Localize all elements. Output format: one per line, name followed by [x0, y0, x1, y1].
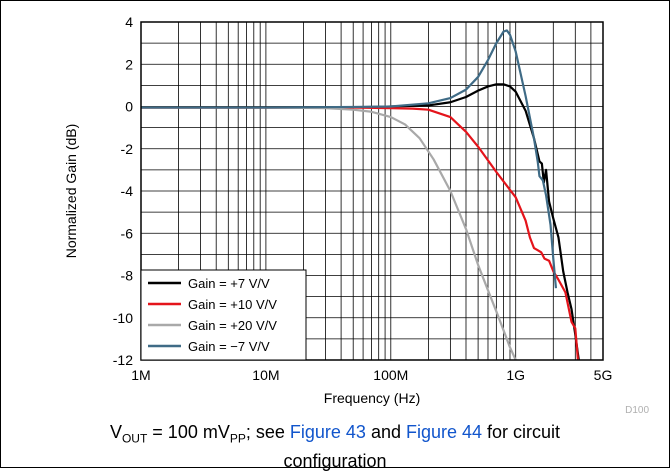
x-tick-label: 10M — [252, 367, 279, 383]
x-tick-label: 1G — [506, 367, 525, 383]
y-tick-label: -10 — [113, 310, 133, 326]
plot-area-border — [140, 21, 604, 361]
y-tick-label: -2 — [121, 141, 134, 157]
x-tick-label: 100M — [373, 367, 408, 383]
y-tick-label: 2 — [125, 56, 133, 72]
figure-43-link[interactable]: Figure 43 — [289, 422, 366, 442]
caption-end: for circuit — [482, 422, 561, 442]
y-tick-label: -8 — [121, 268, 134, 284]
legend: Gain = +7 V/V Gain = +10 V/V Gain = +20 V/… — [140, 269, 307, 361]
watermark-label: D100 — [625, 405, 649, 416]
legend-label: Gain = +20 V/V — [188, 318, 277, 333]
figure-44-link[interactable]: Figure 44 — [405, 422, 483, 442]
y-tick-label: 4 — [125, 14, 133, 30]
legend-label: Gain = +7 V/V — [188, 276, 270, 291]
y-tick-label: -6 — [121, 225, 134, 241]
y-tick-label: -4 — [121, 183, 134, 199]
chart-tick-labels: 1M 10M 100M 1G 5G 4 2 0 -2 -4 -6 -8 -10 -12 — [113, 14, 613, 383]
y-tick-label: 0 — [125, 99, 133, 115]
x-tick-label: 1M — [131, 367, 150, 383]
y-tick-label: -12 — [113, 352, 133, 368]
x-axis-label: Frequency (Hz) — [324, 390, 420, 406]
x-tick-label: 5G — [594, 367, 613, 383]
caption-pp-sub: PP — [229, 431, 246, 446]
figure-caption: VOUT = 100 mVPP; see Figure 43 and Figur… — [1, 421, 669, 472]
series-line-2 — [141, 106, 580, 361]
chart: 1M 10M 100M 1G 5G 4 2 0 -2 -4 -6 -8 -10 -12 Frequency… — [63, 14, 649, 416]
caption-mid: ; see — [245, 422, 290, 442]
chart-series — [141, 29, 580, 361]
caption-line-1: VOUT = 100 mVPP; see Figure 43 and Figur… — [1, 421, 669, 450]
caption-and: and — [365, 422, 406, 442]
legend-label: Gain = −7 V/V — [188, 339, 270, 354]
series-line-1 — [141, 83, 580, 361]
series-line-3 — [141, 106, 517, 361]
legend-label: Gain = +10 V/V — [188, 297, 277, 312]
chart-grid — [140, 21, 604, 361]
caption-out-sub: OUT — [121, 431, 148, 446]
y-axis-label: Normalized Gain (dB) — [63, 124, 79, 259]
caption-line-2: configuration — [283, 450, 387, 471]
caption-eq: = 100 mV — [147, 422, 230, 442]
caption-v: V — [109, 422, 122, 442]
series-line-4 — [141, 29, 558, 289]
